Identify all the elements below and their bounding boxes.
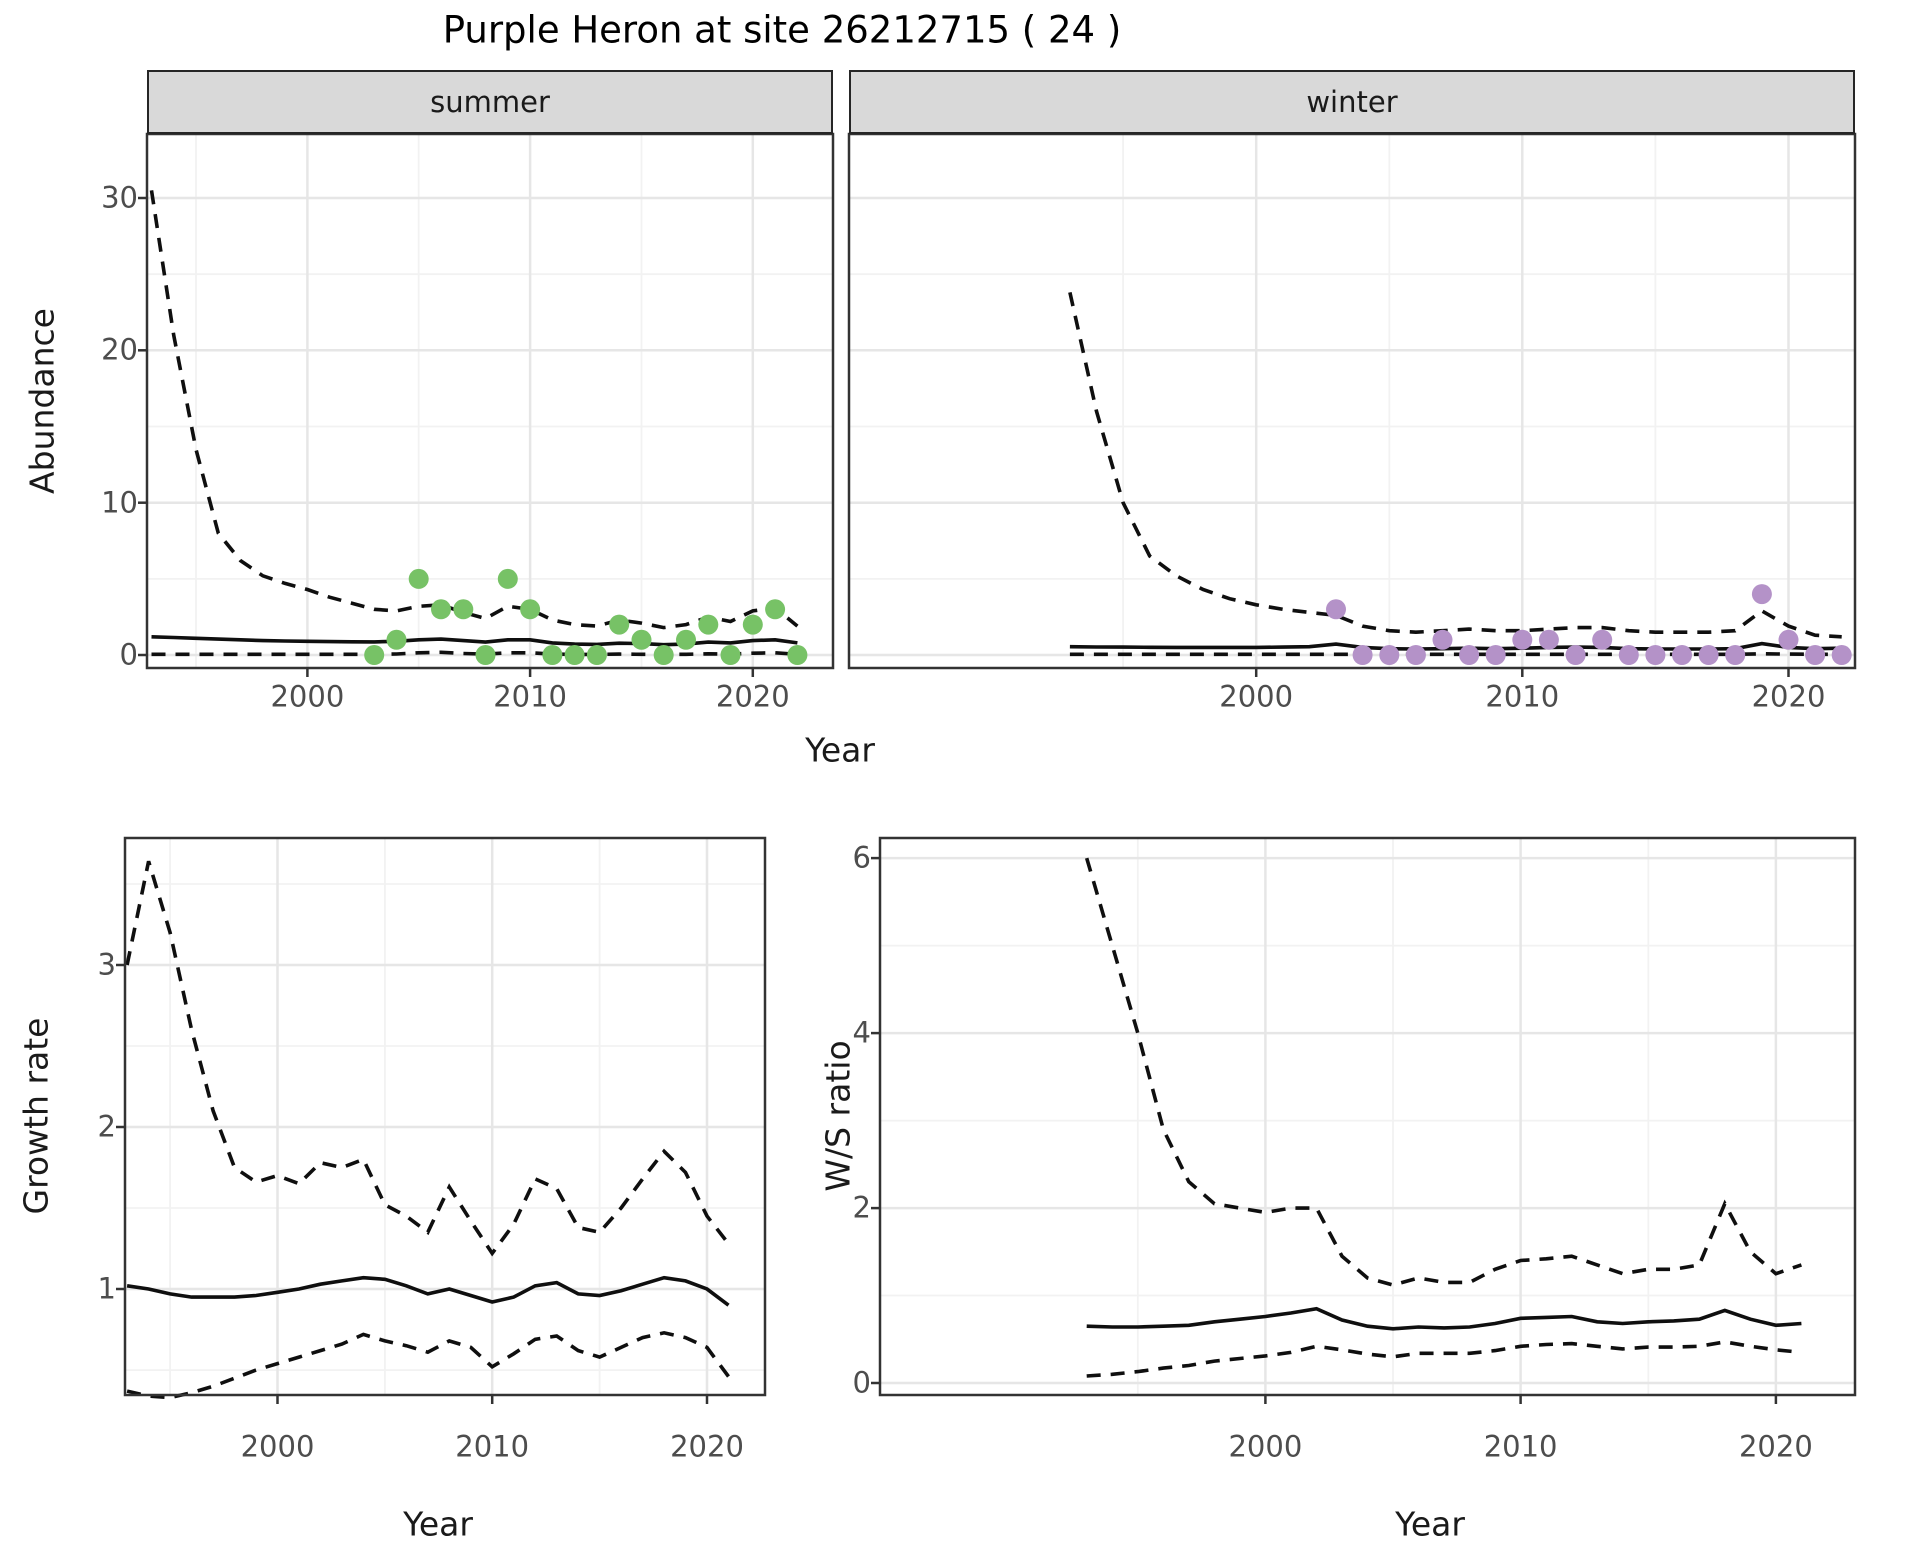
x-axis-title-year-bottom-left: Year xyxy=(403,1504,473,1544)
line-lower_95CI-growth_rate xyxy=(126,1330,730,1400)
data-point-abundance_summer xyxy=(742,614,763,635)
x-tick-label: 2000 xyxy=(1228,1429,1303,1464)
data-point-abundance_winter xyxy=(1512,629,1533,650)
data-point-abundance_summer xyxy=(698,614,719,635)
x-tick-label: 2020 xyxy=(1738,1429,1813,1464)
data-point-abundance_winter xyxy=(1352,645,1373,665)
x-axis-title-year-bottom-right: Year xyxy=(1395,1504,1465,1544)
data-point-abundance_summer xyxy=(631,629,652,650)
figure-title: Purple Heron at site 26212715 ( 24 ) xyxy=(442,8,1122,52)
y-tick-label: 2 xyxy=(852,1190,871,1225)
line-upper_95CI-abundance_summer xyxy=(149,190,799,630)
panel-bg-abundance_summer xyxy=(147,134,833,668)
y-tick-label: 0 xyxy=(852,1365,871,1400)
y-tick-label: 2 xyxy=(97,1109,116,1144)
panel-bg-growth_rate xyxy=(125,838,765,1395)
data-point-abundance_winter xyxy=(1592,629,1613,650)
data-point-abundance_summer xyxy=(586,645,607,665)
data-point-abundance_summer xyxy=(676,629,696,650)
panel-border-abundance_summer xyxy=(145,132,835,670)
y-tick-label: 0 xyxy=(119,637,138,672)
data-point-abundance_summer xyxy=(609,614,630,635)
x-tick-label: 2020 xyxy=(1751,679,1826,714)
data-point-abundance_summer xyxy=(564,645,585,665)
x-tick-label: 2010 xyxy=(493,679,567,714)
data-point-abundance_winter xyxy=(1432,629,1453,650)
data-point-abundance_summer xyxy=(787,645,808,665)
data-point-abundance_winter xyxy=(1645,645,1666,665)
y-axis-title-abundance: Abundance xyxy=(22,308,62,494)
data-point-abundance_summer xyxy=(765,599,786,620)
facet-label-winter: winter xyxy=(1306,85,1398,119)
data-point-abundance_winter xyxy=(1405,645,1426,665)
line-lower_95CI-abundance_winter xyxy=(1069,651,1842,657)
x-tick-label: 2020 xyxy=(715,679,790,714)
x-tick-label: 2000 xyxy=(240,1429,315,1464)
line-upper_95CI-ws_ratio xyxy=(1084,857,1802,1287)
data-point-abundance_summer xyxy=(497,568,518,589)
data-point-abundance_winter xyxy=(1326,599,1346,620)
y-axis-title-growth-rate: Growth rate xyxy=(16,1017,56,1215)
data-point-abundance_summer xyxy=(653,645,674,665)
x-tick-label: 2010 xyxy=(455,1429,530,1464)
data-point-abundance_summer xyxy=(453,599,474,620)
data-point-abundance_summer xyxy=(431,599,451,620)
y-tick-label: 10 xyxy=(101,485,138,520)
panel-border-ws_ratio xyxy=(878,836,1857,1397)
facet-label-summer: summer xyxy=(430,85,550,119)
data-point-abundance_summer xyxy=(720,645,741,665)
x-tick-label: 2010 xyxy=(1485,679,1560,714)
panel-bg-ws_ratio xyxy=(880,838,1855,1395)
y-tick-label: 30 xyxy=(101,180,138,215)
data-point-abundance_winter xyxy=(1725,645,1746,665)
line-upper_95CI-growth_rate xyxy=(125,860,730,1257)
x-tick-label: 2020 xyxy=(670,1429,744,1464)
line-mean-growth_rate xyxy=(126,1275,730,1307)
y-tick-label: 1 xyxy=(97,1271,116,1306)
facet-strip-winter: winter xyxy=(849,70,1855,134)
data-point-abundance_summer xyxy=(408,568,429,589)
data-point-abundance_winter xyxy=(1805,645,1826,665)
y-axis-title-ws-ratio: W/S ratio xyxy=(818,1040,858,1192)
y-tick-label: 6 xyxy=(852,840,871,875)
x-axis-title-year-top: Year xyxy=(805,730,875,770)
data-point-abundance_winter xyxy=(1485,645,1506,665)
data-point-abundance_winter xyxy=(1672,645,1692,665)
y-tick-label: 4 xyxy=(852,1015,871,1050)
data-point-abundance_winter xyxy=(1618,645,1639,665)
x-tick-label: 2000 xyxy=(1219,679,1294,714)
x-tick-label: 2010 xyxy=(1483,1429,1558,1464)
data-point-abundance_summer xyxy=(542,645,563,665)
panel-border-growth_rate xyxy=(123,836,767,1397)
panel-bg-abundance_winter xyxy=(849,134,1855,668)
facet-strip-summer: summer xyxy=(147,70,833,134)
data-point-abundance_winter xyxy=(1565,645,1586,665)
line-mean-ws_ratio xyxy=(1086,1306,1802,1331)
data-point-abundance_winter xyxy=(1698,645,1719,665)
data-point-abundance_summer xyxy=(364,645,385,665)
data-point-abundance_winter xyxy=(1538,629,1559,650)
x-tick-label: 2000 xyxy=(270,679,345,714)
y-tick-label: 3 xyxy=(97,947,116,982)
data-point-abundance_summer xyxy=(520,599,541,620)
data-point-abundance_summer xyxy=(475,645,496,665)
line-lower_95CI-abundance_summer xyxy=(151,650,798,657)
data-point-abundance_winter xyxy=(1831,645,1852,665)
data-point-abundance_winter xyxy=(1459,645,1480,665)
panel-border-abundance_winter xyxy=(847,132,1857,670)
line-lower_95CI-ws_ratio xyxy=(1086,1340,1802,1378)
data-point-abundance_summer xyxy=(386,629,407,650)
y-tick-label: 20 xyxy=(101,332,138,367)
data-point-abundance_winter xyxy=(1751,584,1772,605)
data-point-abundance_winter xyxy=(1778,629,1799,650)
data-point-abundance_winter xyxy=(1379,645,1400,665)
